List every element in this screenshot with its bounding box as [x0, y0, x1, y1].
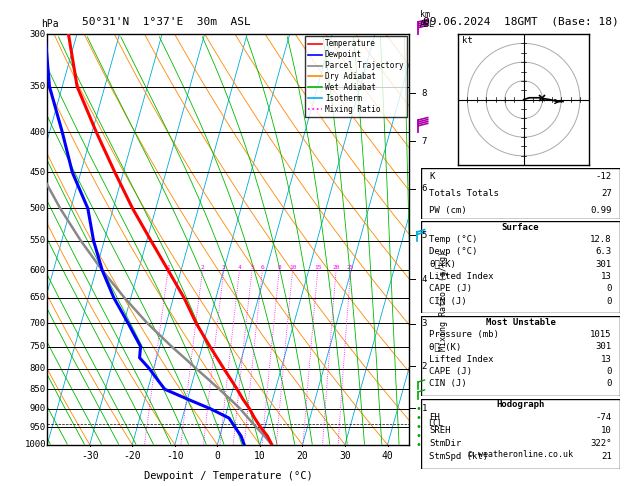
Text: 50°31'N  1°37'E  30m  ASL: 50°31'N 1°37'E 30m ASL — [82, 17, 250, 27]
Text: 13: 13 — [601, 355, 611, 364]
Text: 300: 300 — [30, 30, 46, 38]
Text: 800: 800 — [30, 364, 46, 373]
Text: EH: EH — [430, 413, 440, 422]
Text: •: • — [415, 431, 421, 441]
Text: hPa: hPa — [41, 19, 58, 29]
Text: StmSpd (kt): StmSpd (kt) — [430, 451, 489, 461]
Text: CIN (J): CIN (J) — [430, 296, 467, 306]
Text: 850: 850 — [30, 385, 46, 394]
Text: •: • — [415, 422, 421, 432]
Text: 10: 10 — [289, 265, 296, 270]
Text: kt: kt — [462, 36, 472, 45]
Text: CAPE (J): CAPE (J) — [430, 367, 472, 376]
Text: 25: 25 — [347, 265, 354, 270]
Text: Temp (°C): Temp (°C) — [430, 235, 478, 244]
Text: PW (cm): PW (cm) — [430, 206, 467, 215]
Text: -10: -10 — [166, 451, 184, 461]
Text: 2: 2 — [201, 265, 204, 270]
Text: 5: 5 — [250, 265, 254, 270]
Text: •: • — [415, 440, 421, 450]
Text: Lifted Index: Lifted Index — [430, 355, 494, 364]
Text: Totals Totals: Totals Totals — [430, 189, 499, 198]
Text: 12.8: 12.8 — [590, 235, 611, 244]
Text: 0: 0 — [214, 451, 220, 461]
Text: 600: 600 — [30, 266, 46, 275]
Text: Hodograph: Hodograph — [496, 400, 545, 409]
Text: SREH: SREH — [430, 426, 451, 435]
Text: 10: 10 — [254, 451, 266, 461]
Text: 0: 0 — [606, 284, 611, 294]
Text: Mixing Ratio  (g/kg): Mixing Ratio (g/kg) — [439, 251, 448, 351]
Text: 322°: 322° — [590, 439, 611, 448]
Text: 450: 450 — [30, 168, 46, 177]
Text: 5: 5 — [421, 231, 427, 240]
Text: 900: 900 — [30, 404, 46, 413]
Text: 20: 20 — [297, 451, 308, 461]
Text: 550: 550 — [30, 236, 46, 245]
Text: 10: 10 — [601, 426, 611, 435]
Text: 21: 21 — [601, 451, 611, 461]
Text: θᴄ(K): θᴄ(K) — [430, 260, 456, 269]
Text: 6: 6 — [421, 184, 427, 193]
Text: -20: -20 — [123, 451, 141, 461]
Text: CIN (J): CIN (J) — [430, 379, 467, 388]
Text: 350: 350 — [30, 82, 46, 91]
Text: 15: 15 — [314, 265, 321, 270]
Text: 1015: 1015 — [590, 330, 611, 339]
Text: 13: 13 — [601, 272, 611, 281]
Text: 8: 8 — [421, 89, 427, 98]
Text: CAPE (J): CAPE (J) — [430, 284, 472, 294]
Text: •: • — [415, 404, 421, 414]
Text: 2: 2 — [421, 362, 427, 371]
Legend: Temperature, Dewpoint, Parcel Trajectory, Dry Adiabat, Wet Adiabat, Isotherm, Mi: Temperature, Dewpoint, Parcel Trajectory… — [305, 36, 406, 117]
Text: StmDir: StmDir — [430, 439, 462, 448]
Text: •: • — [415, 413, 421, 423]
Text: -12: -12 — [596, 172, 611, 181]
Text: 40: 40 — [382, 451, 394, 461]
Text: 950: 950 — [30, 423, 46, 432]
Text: 3: 3 — [222, 265, 226, 270]
Text: km
ASL: km ASL — [420, 11, 435, 29]
Text: Lifted Index: Lifted Index — [430, 272, 494, 281]
Text: 1000: 1000 — [25, 440, 46, 449]
Text: 750: 750 — [30, 342, 46, 351]
Text: 0.99: 0.99 — [590, 206, 611, 215]
Text: 7: 7 — [421, 137, 427, 146]
Text: 6.3: 6.3 — [596, 247, 611, 257]
Text: -30: -30 — [81, 451, 99, 461]
Text: 0: 0 — [606, 296, 611, 306]
Text: 301: 301 — [596, 260, 611, 269]
Text: 27: 27 — [601, 189, 611, 198]
Text: 4: 4 — [238, 265, 242, 270]
Text: Dewp (°C): Dewp (°C) — [430, 247, 478, 257]
Text: Pressure (mb): Pressure (mb) — [430, 330, 499, 339]
Text: LCL: LCL — [428, 419, 443, 428]
Text: 500: 500 — [30, 204, 46, 213]
Text: 400: 400 — [30, 128, 46, 137]
Text: 09.06.2024  18GMT  (Base: 18): 09.06.2024 18GMT (Base: 18) — [423, 17, 618, 27]
Text: Dewpoint / Temperature (°C): Dewpoint / Temperature (°C) — [143, 471, 313, 482]
Text: © weatheronline.co.uk: © weatheronline.co.uk — [468, 450, 573, 459]
Text: 6: 6 — [260, 265, 264, 270]
Text: 0: 0 — [606, 379, 611, 388]
Text: 650: 650 — [30, 293, 46, 302]
Text: θᴄ (K): θᴄ (K) — [430, 342, 462, 351]
Text: -74: -74 — [596, 413, 611, 422]
Text: 0: 0 — [606, 367, 611, 376]
Text: 3: 3 — [421, 319, 427, 328]
Text: 8: 8 — [277, 265, 281, 270]
Text: 4: 4 — [421, 275, 427, 284]
Text: 1: 1 — [166, 265, 170, 270]
Text: 30: 30 — [339, 451, 351, 461]
Text: 1: 1 — [421, 404, 427, 413]
Text: Most Unstable: Most Unstable — [486, 317, 555, 327]
Text: 20: 20 — [332, 265, 340, 270]
Text: 700: 700 — [30, 318, 46, 328]
Text: Surface: Surface — [502, 223, 539, 232]
Text: K: K — [430, 172, 435, 181]
Text: 301: 301 — [596, 342, 611, 351]
